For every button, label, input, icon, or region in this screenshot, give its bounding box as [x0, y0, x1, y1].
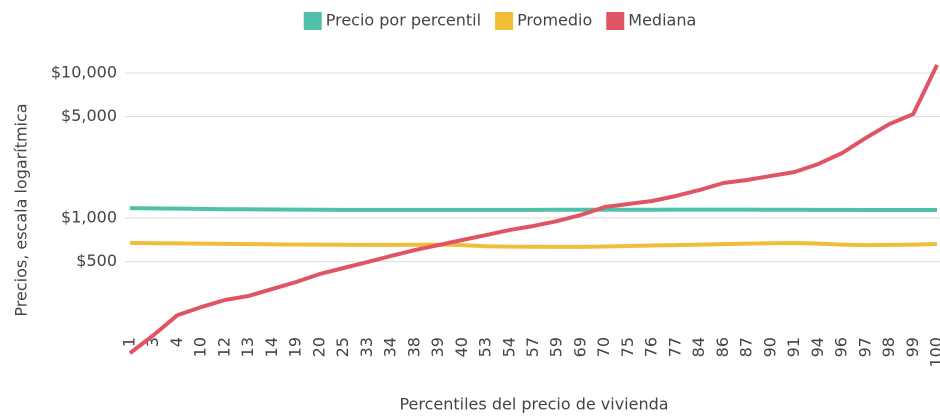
x-tick-label: 98 [879, 337, 898, 357]
x-tick-label: 33 [357, 337, 376, 357]
x-tick-label: 39 [428, 337, 447, 357]
legend-swatch [303, 12, 322, 30]
y-axis-title: Precios, escala logarítmica [12, 103, 31, 316]
x-tick-label: 3 [143, 337, 162, 347]
x-tick-label: 1 [120, 337, 139, 347]
x-tick-label: 40 [452, 337, 471, 357]
x-tick-label: 4 [167, 337, 186, 347]
x-tick-label: 59 [547, 337, 566, 357]
x-tick-label: 12 [214, 337, 233, 357]
y-tick-label: $10,000 [51, 62, 117, 81]
x-tick-label: 94 [808, 337, 827, 357]
x-tick-label: 19 [286, 337, 305, 357]
series-line [129, 240, 938, 249]
x-tick-label: 10 [191, 337, 210, 357]
x-tick-label: 97 [855, 337, 874, 357]
legend-label: Promedio [517, 11, 592, 30]
y-tick-label: $500 [76, 251, 117, 270]
x-tick-label: 25 [333, 337, 352, 357]
series-line [128, 64, 939, 355]
legend-swatch [606, 12, 625, 30]
x-tick-label: 76 [642, 337, 661, 357]
x-tick-label: 70 [594, 337, 613, 357]
legend-swatch [495, 12, 514, 30]
x-tick-label: 13 [238, 337, 257, 357]
y-tick-label: $1,000 [61, 207, 117, 226]
x-tick-label: 69 [570, 337, 589, 357]
x-tick-label: 100 [927, 337, 940, 368]
x-tick-label: 75 [618, 337, 637, 357]
x-tick-label: 99 [903, 337, 922, 357]
x-tick-label: 84 [689, 337, 708, 357]
x-tick-label: 57 [523, 337, 542, 357]
x-tick-label: 14 [262, 337, 281, 357]
x-tick-label: 87 [737, 337, 756, 357]
series-line [129, 206, 937, 213]
x-tick-label: 77 [665, 337, 684, 357]
x-tick-label: 96 [832, 337, 851, 357]
x-tick-label: 86 [713, 337, 732, 357]
legend-label: Precio por percentil [326, 11, 481, 30]
x-tick-label: 53 [476, 337, 495, 357]
x-tick-label: 34 [381, 337, 400, 357]
x-tick-label: 91 [784, 337, 803, 357]
x-tick-label: 90 [760, 337, 779, 357]
y-tick-label: $5,000 [61, 106, 117, 125]
x-tick-label: 54 [499, 337, 518, 357]
x-tick-label: 20 [309, 337, 328, 357]
x-axis-title: Percentiles del precio de vivienda [399, 395, 668, 414]
x-tick-label: 38 [404, 337, 423, 357]
legend-label: Mediana [628, 11, 696, 30]
